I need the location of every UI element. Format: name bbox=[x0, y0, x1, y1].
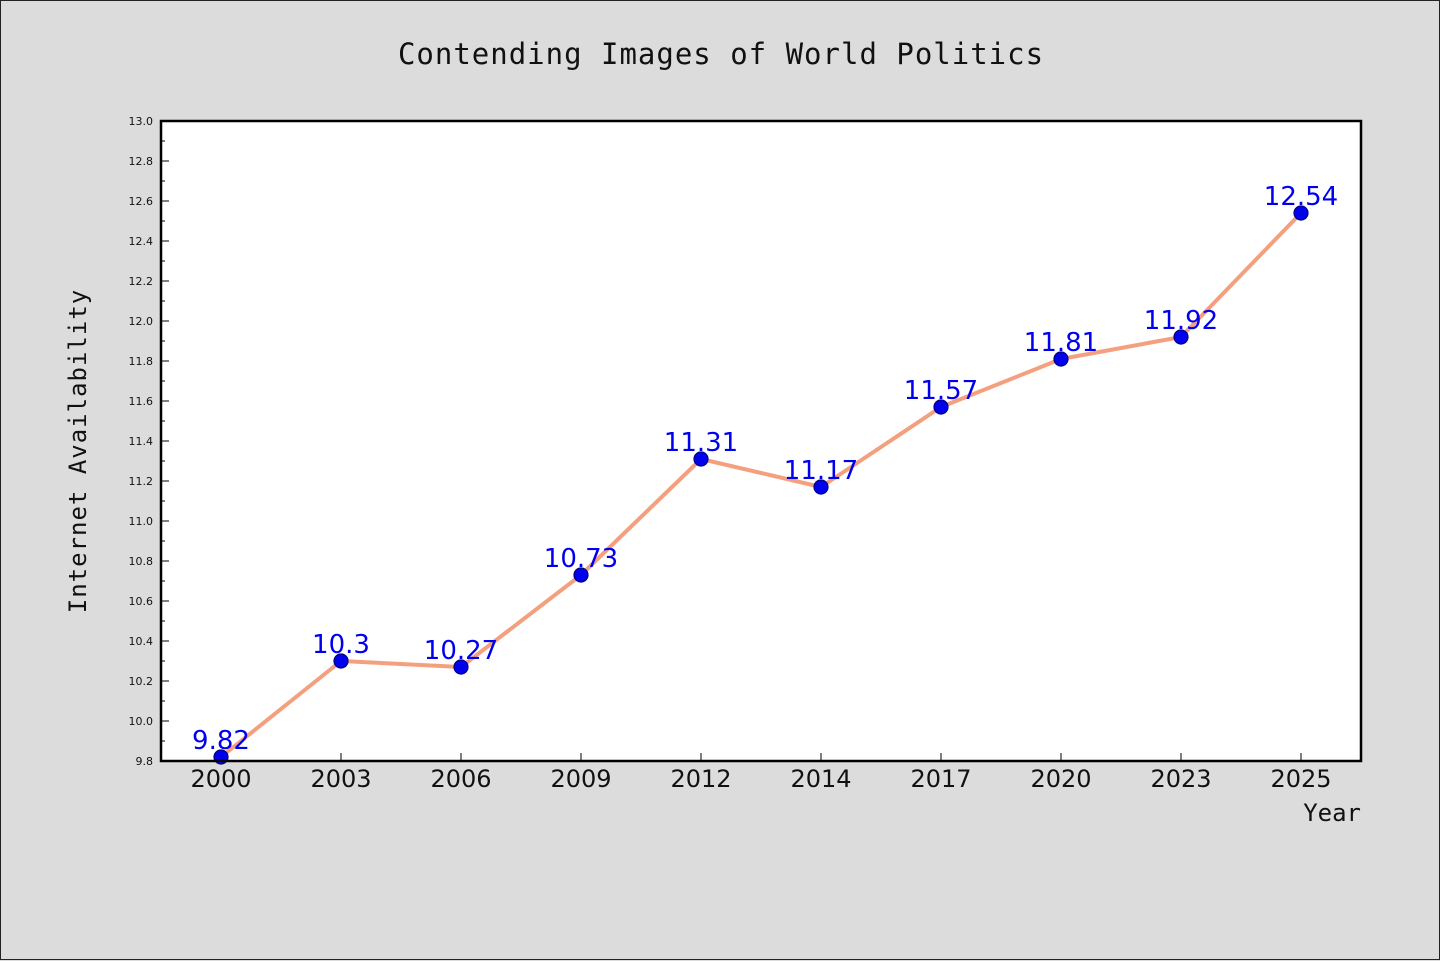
data-labels: 9.82 10.3 10.27 10.73 11.31 11.17 11.57 11.81 11… bbox=[192, 182, 1338, 756]
data-label: 12.54 bbox=[1264, 182, 1338, 212]
x-tick-label: 2025 bbox=[1270, 765, 1331, 793]
y-tick-label: 11.6 bbox=[129, 395, 154, 408]
y-tick-label: 11.0 bbox=[129, 515, 154, 528]
y-tick-label: 12.0 bbox=[129, 315, 154, 328]
data-label: 10.3 bbox=[312, 630, 370, 660]
data-point bbox=[453, 659, 469, 675]
data-label: 10.27 bbox=[424, 636, 498, 666]
y-tick-label: 11.2 bbox=[129, 475, 154, 488]
y-tick-label: 10.4 bbox=[129, 635, 154, 648]
data-point bbox=[693, 451, 709, 467]
y-tick-label: 11.8 bbox=[129, 355, 154, 368]
y-tick-label: 12.8 bbox=[129, 155, 154, 168]
plot-border bbox=[159, 119, 1363, 763]
data-label: 11.57 bbox=[904, 376, 978, 406]
data-label: 11.17 bbox=[784, 456, 858, 486]
data-point bbox=[933, 399, 949, 415]
data-label: 9.82 bbox=[192, 726, 250, 756]
data-markers bbox=[213, 205, 1309, 765]
data-point bbox=[1173, 329, 1189, 345]
plot-area bbox=[161, 121, 1361, 761]
data-label: 10.73 bbox=[544, 544, 618, 574]
data-label: 11.81 bbox=[1024, 328, 1098, 358]
x-tick-label: 2000 bbox=[190, 765, 251, 793]
x-tick-label: 2023 bbox=[1150, 765, 1211, 793]
y-tick-label: 12.6 bbox=[129, 195, 154, 208]
data-label: 11.31 bbox=[664, 428, 738, 458]
y-tick-label: 12.2 bbox=[129, 275, 154, 288]
data-point bbox=[813, 479, 829, 495]
y-axis: 9.8 10.0 10.2 10.4 10.6 10.8 11.0 11.2 11.4 11.6 1… bbox=[129, 115, 169, 768]
x-tick-label: 2014 bbox=[790, 765, 851, 793]
y-tick-label: 11.4 bbox=[129, 435, 154, 448]
data-point bbox=[573, 567, 589, 583]
x-tick-label: 2020 bbox=[1030, 765, 1091, 793]
y-tick-label: 10.0 bbox=[129, 715, 154, 728]
y-tick-label: 13.0 bbox=[129, 115, 154, 128]
data-point bbox=[333, 653, 349, 669]
x-tick-label: 2012 bbox=[670, 765, 731, 793]
x-tick-label: 2017 bbox=[910, 765, 971, 793]
x-axis-label: Year bbox=[1303, 799, 1361, 827]
y-tick-label: 10.8 bbox=[129, 555, 154, 568]
x-tick-label: 2006 bbox=[430, 765, 491, 793]
y-axis-label: Internet Availability bbox=[64, 289, 92, 613]
x-axis: 2000 2003 2006 2009 2012 2014 2017 2020 2023 2025 bbox=[190, 753, 1332, 793]
y-tick-label: 10.2 bbox=[129, 675, 154, 688]
y-tick-label: 9.8 bbox=[136, 755, 154, 768]
x-tick-label: 2009 bbox=[550, 765, 611, 793]
data-point bbox=[1053, 351, 1069, 367]
x-tick-label: 2003 bbox=[310, 765, 371, 793]
y-tick-label: 12.4 bbox=[129, 235, 154, 248]
data-point bbox=[1293, 205, 1309, 221]
chart-title: Contending Images of World Politics bbox=[398, 37, 1044, 71]
series-line-group bbox=[219, 211, 1303, 759]
y-tick-label: 10.6 bbox=[129, 595, 154, 608]
data-label: 11.92 bbox=[1144, 306, 1218, 336]
series-line bbox=[219, 211, 1303, 759]
